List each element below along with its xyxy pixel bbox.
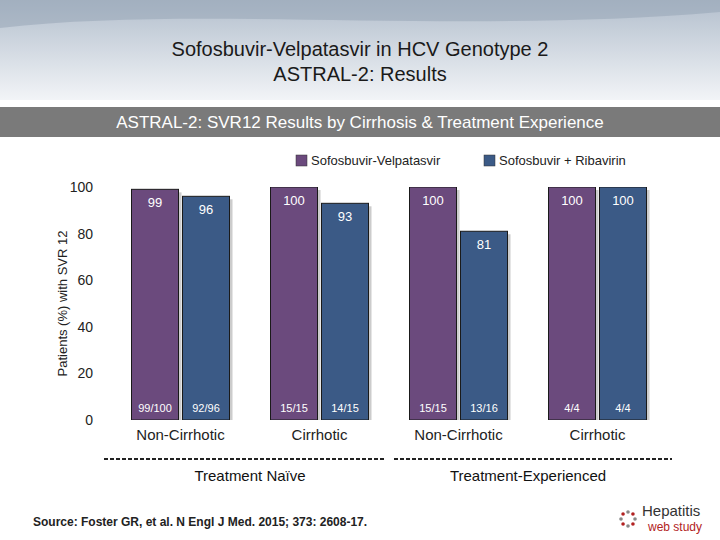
data-label: 100	[612, 193, 634, 208]
logo-dot	[626, 510, 630, 514]
legend-label: Sofosbuvir-Velpatasvir	[311, 153, 441, 168]
x-tick-label: Non-Cirrhotic	[414, 426, 503, 443]
x-tick-label: Non-Cirrhotic	[136, 426, 225, 443]
logo-dot	[621, 512, 625, 516]
n-label: 14/15	[331, 402, 359, 414]
bar	[549, 187, 596, 420]
n-label: 15/15	[419, 402, 447, 414]
chart: Sofosbuvir-Velpatasvir in HCV Genotype 2…	[0, 0, 720, 540]
logo-dot	[633, 517, 637, 521]
heading: ASTRAL-2: SVR12 Results by Cirrhosis & T…	[116, 113, 604, 132]
data-labels: 99 99/100 100 15/15 100 15/15 100 4/4 96 92/96 93 1…	[138, 193, 634, 414]
logo-dot	[631, 522, 635, 526]
legend-swatch	[484, 155, 495, 166]
n-label: 4/4	[564, 402, 579, 414]
data-label: 81	[477, 237, 491, 252]
group-divider	[394, 458, 672, 460]
y-tick-label: 100	[70, 179, 94, 195]
y-axis-label: Patients (%) with SVR 12	[55, 231, 70, 377]
y-tick-label: 80	[77, 226, 93, 242]
data-label: 100	[561, 193, 583, 208]
bar	[600, 187, 647, 420]
bars	[132, 187, 650, 420]
y-tick-label: 40	[77, 319, 93, 335]
bar	[410, 187, 457, 420]
bar	[132, 189, 179, 420]
group-divider	[104, 458, 384, 460]
logo-subtext: web study	[647, 520, 702, 534]
y-tick-label: 20	[77, 365, 93, 381]
logo-dot	[621, 522, 625, 526]
group-label: Treatment Naïve	[194, 467, 305, 484]
n-label: 92/96	[192, 402, 220, 414]
header-banner	[0, 0, 720, 100]
logo-text: Hepatitis	[642, 502, 700, 519]
bar	[271, 187, 318, 420]
y-tick-label: 0	[85, 412, 93, 428]
heading-bar	[0, 107, 720, 137]
legend-swatch	[296, 155, 307, 166]
logo: Hepatitisweb study	[619, 502, 702, 534]
bar	[461, 231, 508, 420]
data-label: 96	[199, 202, 213, 217]
x-tick-label: Cirrhotic	[292, 426, 348, 443]
legend-label: Sofosbuvir + Ribavirin	[499, 153, 626, 168]
n-label: 15/15	[280, 402, 308, 414]
data-label: 100	[283, 193, 305, 208]
n-label: 4/4	[615, 402, 630, 414]
bar	[183, 196, 230, 420]
data-label: 100	[422, 193, 444, 208]
logo-dot	[626, 524, 630, 528]
n-label: 13/16	[470, 402, 498, 414]
y-tick-label: 60	[77, 272, 93, 288]
n-label: 99/100	[138, 402, 172, 414]
x-tick-label: Cirrhotic	[570, 426, 626, 443]
subtitle: ASTRAL-2: Results	[273, 63, 446, 85]
data-label: 99	[148, 195, 162, 210]
header-swoosh	[0, 0, 720, 28]
title: Sofosbuvir-Velpatasvir in HCV Genotype 2	[172, 38, 549, 60]
logo-dot	[619, 517, 623, 521]
group-label: Treatment-Experienced	[450, 467, 606, 484]
data-label: 93	[338, 209, 352, 224]
source: Source: Foster GR, et al. N Engl J Med. …	[33, 515, 367, 529]
logo-dot	[631, 512, 635, 516]
bar	[322, 203, 369, 420]
